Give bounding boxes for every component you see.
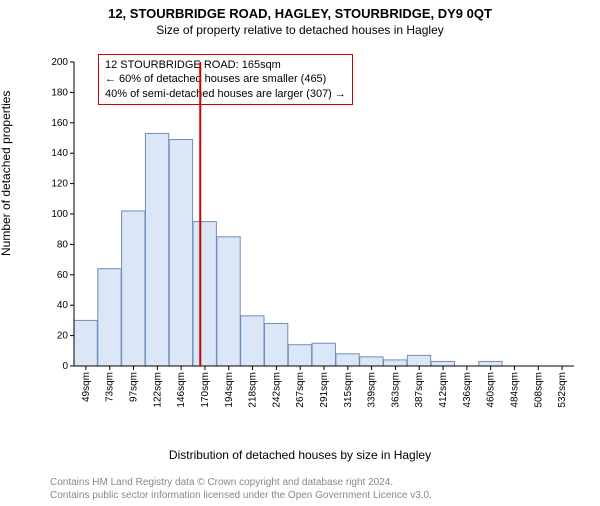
svg-text:291sqm: 291sqm <box>319 372 330 408</box>
svg-text:170sqm: 170sqm <box>200 372 211 408</box>
svg-text:49sqm: 49sqm <box>81 372 92 402</box>
svg-text:242sqm: 242sqm <box>271 372 282 408</box>
bar <box>312 343 335 366</box>
svg-text:315sqm: 315sqm <box>343 372 354 408</box>
x-axis-label: Distribution of detached houses by size … <box>0 448 600 462</box>
page-subtitle: Size of property relative to detached ho… <box>0 23 600 37</box>
bar <box>288 345 311 366</box>
svg-text:218sqm: 218sqm <box>248 372 259 408</box>
bar <box>74 320 97 366</box>
bar <box>145 133 168 366</box>
bar <box>479 361 502 366</box>
svg-text:387sqm: 387sqm <box>414 372 425 408</box>
svg-text:120: 120 <box>51 179 68 190</box>
bar <box>241 316 264 366</box>
svg-text:140: 140 <box>51 148 68 159</box>
histogram-svg: 0 20 40 60 80 100 120 140 160 180 200 49sqm 73sqm 97s… <box>40 56 580 436</box>
page-title: 12, STOURBRIDGE ROAD, HAGLEY, STOURBRIDG… <box>0 6 600 21</box>
bar <box>407 355 430 366</box>
svg-text:484sqm: 484sqm <box>509 372 520 408</box>
bar <box>264 323 287 366</box>
svg-text:80: 80 <box>57 239 69 250</box>
bar <box>217 237 240 366</box>
svg-text:200: 200 <box>51 57 68 68</box>
bar <box>98 269 121 366</box>
svg-text:267sqm: 267sqm <box>295 372 306 408</box>
bar <box>360 357 383 366</box>
bar <box>384 360 407 366</box>
svg-text:339sqm: 339sqm <box>367 372 378 408</box>
bar <box>431 361 454 366</box>
svg-text:532sqm: 532sqm <box>557 372 568 408</box>
svg-text:194sqm: 194sqm <box>224 372 235 408</box>
svg-text:436sqm: 436sqm <box>462 372 473 408</box>
footer-attribution: Contains HM Land Registry data © Crown c… <box>50 477 590 502</box>
svg-text:146sqm: 146sqm <box>176 372 187 408</box>
svg-text:363sqm: 363sqm <box>390 372 401 408</box>
svg-text:508sqm: 508sqm <box>533 372 544 408</box>
svg-text:180: 180 <box>51 87 68 98</box>
svg-text:20: 20 <box>57 331 69 342</box>
svg-text:0: 0 <box>62 361 68 372</box>
svg-text:460sqm: 460sqm <box>486 372 497 408</box>
svg-text:73sqm: 73sqm <box>105 372 116 402</box>
svg-text:122sqm: 122sqm <box>152 372 163 408</box>
y-axis-label: Number of detached properties <box>0 91 13 256</box>
svg-text:412sqm: 412sqm <box>438 372 449 408</box>
svg-text:100: 100 <box>51 209 68 220</box>
svg-text:160: 160 <box>51 118 68 129</box>
footer-line1: Contains HM Land Registry data © Crown c… <box>50 477 590 490</box>
svg-text:97sqm: 97sqm <box>129 372 140 402</box>
bar <box>122 211 145 366</box>
bar <box>169 140 192 366</box>
svg-text:40: 40 <box>57 300 69 311</box>
chart-area: 0 20 40 60 80 100 120 140 160 180 200 49sqm 73sqm 97s… <box>40 56 580 436</box>
footer-line2: Contains public sector information licen… <box>50 490 590 503</box>
svg-text:60: 60 <box>57 270 69 281</box>
bar <box>193 222 216 366</box>
bar <box>336 354 359 366</box>
